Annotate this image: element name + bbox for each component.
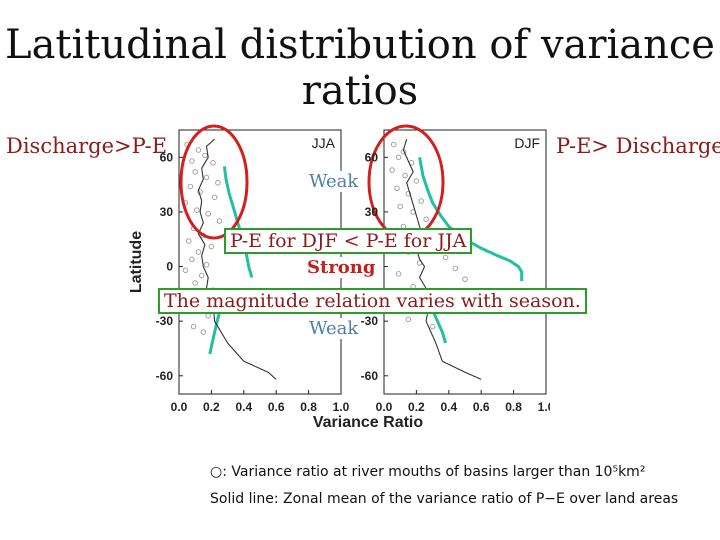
- x-tick-label-djf: 0.0: [376, 400, 393, 414]
- river-mouth-point-jja: [211, 194, 218, 201]
- weak-label-bottom: Weak: [306, 318, 362, 339]
- river-mouth-point-djf: [452, 265, 459, 272]
- river-mouth-point-jja: [192, 169, 198, 175]
- river-mouth-point-jja: [205, 312, 211, 319]
- river-mouth-point-jja: [185, 238, 192, 244]
- y-tick-label-djf: 60: [365, 150, 379, 164]
- x-tick-label-djf: 0.6: [473, 400, 490, 414]
- river-mouth-point-jja: [190, 323, 197, 330]
- x-tick-label-jja: 0.8: [300, 400, 317, 414]
- river-mouth-point-djf: [413, 178, 420, 184]
- river-mouth-point-djf: [390, 141, 397, 148]
- weak-label-top: Weak: [306, 171, 362, 192]
- y-tick-label-djf: -30: [361, 314, 379, 328]
- river-mouth-point-jja: [208, 243, 215, 250]
- river-mouth-point-djf: [389, 167, 395, 173]
- y-tick-label-djf: -60: [361, 369, 379, 383]
- river-mouth-point-jja: [182, 267, 189, 273]
- x-tick-label-djf: 0.4: [440, 400, 457, 414]
- river-mouth-point-jja: [210, 160, 216, 166]
- y-tick-label-jja: 30: [160, 205, 174, 219]
- x-tick-label-jja: 0.6: [268, 400, 285, 414]
- x-tick-label-djf: 0.8: [505, 400, 522, 414]
- river-mouth-point-jja: [195, 249, 202, 255]
- x-tick-label-jja: 0.2: [203, 400, 220, 414]
- river-mouth-point-jja: [205, 211, 211, 217]
- river-mouth-point-djf: [394, 185, 400, 192]
- river-mouth-point-jja: [198, 272, 205, 279]
- right-label: P-E> Discharge: [556, 134, 720, 158]
- panel-title-jja: JJA: [312, 135, 336, 151]
- y-tick-label-jja: -60: [156, 369, 174, 383]
- river-mouth-point-jja: [215, 180, 221, 186]
- river-mouth-point-djf: [405, 316, 412, 323]
- river-mouth-point-jja: [192, 280, 198, 286]
- river-mouth-point-jja: [200, 329, 207, 335]
- river-mouth-point-jja: [203, 261, 210, 268]
- river-mouth-point-djf: [423, 216, 429, 222]
- y-axis-label: Latitude: [128, 231, 145, 293]
- y-tick-label-jja: 0: [166, 260, 173, 274]
- note-circle-legend: ○: Variance ratio at river mouths of bas…: [210, 464, 646, 480]
- river-mouth-point-jja: [189, 256, 195, 263]
- river-mouth-point-jja: [195, 147, 202, 153]
- x-tick-label-jja: 0.4: [235, 400, 252, 414]
- river-mouth-point-djf: [405, 190, 412, 197]
- strong-label: Strong: [304, 257, 379, 278]
- x-tick-label-djf: 0.2: [408, 400, 425, 414]
- river-mouth-point-jja: [203, 174, 210, 181]
- y-tick-label-djf: 30: [365, 205, 379, 219]
- x-tick-label-jja: 1.0: [333, 400, 350, 414]
- season-comparison-callout: P-E for DJF < P-E for JJA: [224, 228, 473, 254]
- y-tick-label-jja: 60: [160, 150, 174, 164]
- x-tick-label-djf: 1.0: [538, 400, 550, 414]
- river-mouth-point-djf: [429, 323, 436, 330]
- x-tick-label-jja: 0.0: [171, 400, 188, 414]
- magnitude-relation-callout: The magnitude relation varies with seaso…: [158, 288, 587, 314]
- panel-title-djf: DJF: [514, 135, 540, 151]
- axes-layer: [178, 129, 547, 395]
- discharge-line-jja: [197, 138, 277, 380]
- river-mouth-point-djf: [395, 154, 402, 161]
- variance-ratio-chart: JJA 0.0 0.2 0.4 0.6 0.8 1.0 60 30 0 -30 -60 DJF 0.0 0.…: [128, 124, 550, 431]
- river-mouth-point-djf: [442, 254, 449, 261]
- river-mouth-point-djf: [418, 198, 425, 204]
- slide-title: Latitudinal distribution of variance rat…: [5, 22, 715, 114]
- note-line-legend: Solid line: Zonal mean of the variance r…: [210, 491, 679, 507]
- y-tick-label-jja: -30: [156, 314, 174, 328]
- river-mouth-point-jja: [187, 183, 194, 190]
- river-mouth-point-djf: [462, 276, 468, 283]
- river-mouth-point-jja: [189, 158, 195, 164]
- highlight-ellipse-jja: [179, 124, 249, 240]
- river-mouth-point-djf: [402, 172, 408, 179]
- x-axis-label: Variance Ratio: [313, 414, 424, 431]
- river-mouth-point-jja: [202, 152, 208, 159]
- river-mouth-point-djf: [397, 203, 403, 210]
- label-layer: JJA 0.0 0.2 0.4 0.6 0.8 1.0 60 30 0 -30 -60 DJF 0.0 0.…: [128, 135, 550, 431]
- river-mouth-point-jja: [194, 207, 200, 213]
- plot-frame-djf: [383, 129, 547, 395]
- river-mouth-point-djf: [395, 271, 402, 277]
- left-label: Discharge>P-E: [6, 134, 168, 158]
- river-mouth-point-jja: [216, 218, 223, 224]
